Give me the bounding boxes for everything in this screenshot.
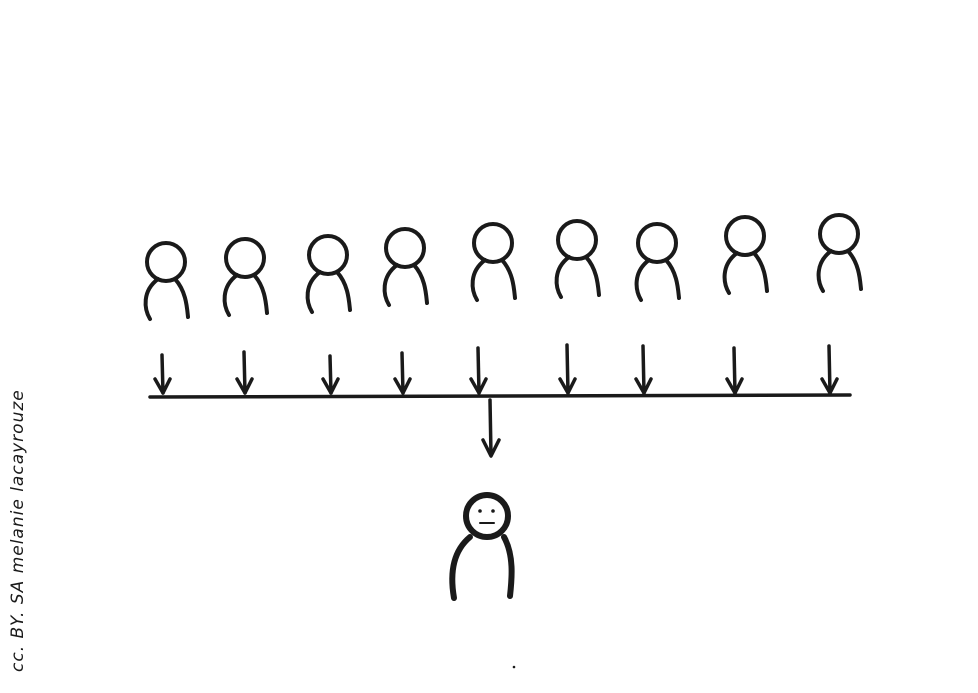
people-row bbox=[143, 213, 863, 321]
down-arrow bbox=[153, 353, 172, 395]
down-arrow bbox=[634, 344, 653, 395]
down-arrow-to-individual bbox=[481, 398, 501, 458]
down-arrow bbox=[469, 346, 488, 395]
person-figure bbox=[722, 215, 769, 295]
person-figure bbox=[554, 219, 601, 299]
down-arrow bbox=[820, 344, 839, 395]
convergence-line bbox=[148, 393, 852, 399]
person-figure bbox=[382, 227, 429, 307]
down-arrow bbox=[558, 343, 577, 395]
arrows-row bbox=[153, 343, 839, 395]
person-figure bbox=[634, 222, 681, 302]
individual-face bbox=[478, 509, 495, 524]
down-arrow bbox=[393, 351, 412, 395]
person-figure bbox=[305, 234, 352, 314]
person-figure bbox=[470, 222, 517, 302]
down-arrow bbox=[235, 350, 254, 395]
ink-speck bbox=[512, 665, 516, 669]
down-arrow bbox=[321, 354, 340, 395]
down-arrow bbox=[725, 346, 744, 395]
person-figure bbox=[222, 237, 269, 317]
person-figure bbox=[143, 241, 190, 321]
person-figure bbox=[816, 213, 863, 293]
credit-text: cc. BY. SA melanie lacayrouze bbox=[8, 389, 28, 672]
individual-person bbox=[449, 492, 515, 601]
